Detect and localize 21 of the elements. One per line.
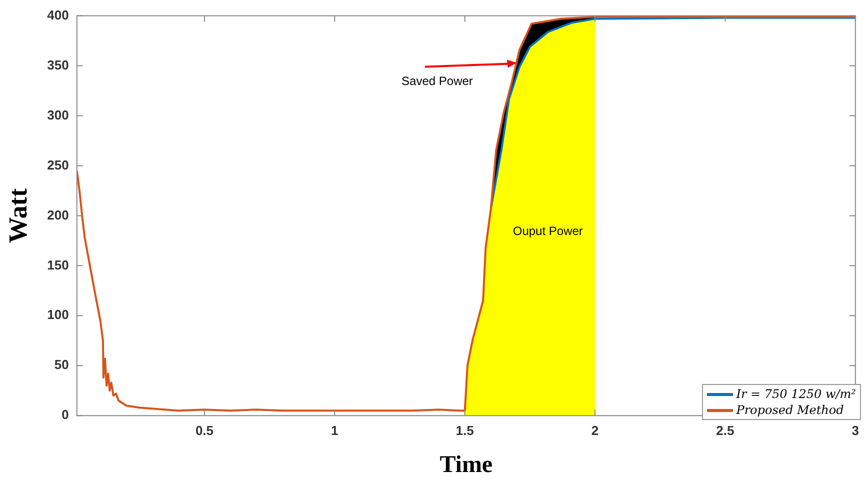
y-tick-label: 0 xyxy=(62,407,69,422)
x-axis-title: Time xyxy=(440,452,493,478)
x-tick-label: 2.5 xyxy=(716,422,734,438)
annotation: Ouput Power xyxy=(512,224,583,238)
y-tick-label: 350 xyxy=(47,57,69,72)
x-tick-label: 1 xyxy=(331,422,338,438)
x-tick-label: 2 xyxy=(591,422,599,438)
x-tick-label: 1.5 xyxy=(456,422,474,438)
legend-label: Proposed Method xyxy=(736,402,844,418)
y-tick-label: 200 xyxy=(47,207,69,222)
x-tick-label: 3 xyxy=(852,422,859,438)
x-tick-label: 0.5 xyxy=(195,422,214,438)
legend-label: Ir = 750 1250 w/m² xyxy=(736,386,856,402)
y-tick-label: 300 xyxy=(47,107,69,122)
y-tick-label: 50 xyxy=(54,357,69,372)
y-tick-label: 150 xyxy=(47,257,69,272)
y-tick-label: 250 xyxy=(47,157,69,172)
y-axis-title: Watt xyxy=(3,188,32,244)
y-tick-label: 100 xyxy=(47,307,69,322)
y-tick-label: 400 xyxy=(47,7,69,22)
annotation: Saved Power xyxy=(402,74,473,88)
